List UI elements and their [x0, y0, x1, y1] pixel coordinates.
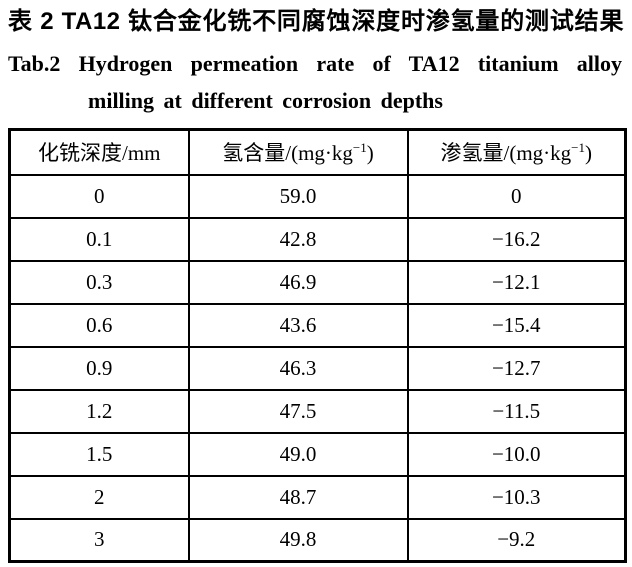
cell-hydrogen-content: 49.0 [187, 431, 409, 477]
table-row: 0.9 46.3 −12.7 [8, 345, 627, 391]
cell-depth: 1.5 [8, 431, 190, 477]
cell-hydrogen-content: 59.0 [187, 173, 409, 219]
table-row: 1.2 47.5 −11.5 [8, 388, 627, 434]
table-caption-english-line1: Tab.2 Hydrogen permeation rate of TA12 t… [8, 51, 622, 76]
header-superscript: −1 [352, 140, 367, 156]
cell-depth: 0.1 [8, 216, 190, 262]
cell-hydrogen-content: 47.5 [187, 388, 409, 434]
cell-hydrogen-content: 43.6 [187, 302, 409, 348]
column-header-milling-depth: 化铣深度/mm [8, 128, 190, 176]
header-row: 化铣深度/mm 氢含量/(mg·kg−1) 渗氢量/(mg·kg−1) [8, 128, 627, 176]
table-caption-chinese: 表 2 TA12 钛合金化铣不同腐蚀深度时渗氢量的测试结果 [8, 8, 624, 35]
column-header-hydrogen-content: 氢含量/(mg·kg−1) [187, 128, 409, 176]
cell-permeation: −15.4 [406, 302, 627, 348]
cell-permeation: −12.7 [406, 345, 627, 391]
table-caption-english-line2: milling at different corrosion depths [88, 88, 443, 113]
cell-depth: 3 [8, 517, 190, 563]
paper-page: 表 2 TA12 钛合金化铣不同腐蚀深度时渗氢量的测试结果 Tab.2 Hydr… [0, 5, 632, 567]
cell-permeation: −9.2 [406, 517, 627, 563]
hydrogen-permeation-table: 化铣深度/mm 氢含量/(mg·kg−1) 渗氢量/(mg·kg−1) 0 59… [8, 128, 627, 563]
cell-permeation: −10.0 [406, 431, 627, 477]
table-row: 0.3 46.9 −12.1 [8, 259, 627, 305]
header-text: 渗氢量/(mg·kg [440, 141, 572, 166]
cell-permeation: −11.5 [406, 388, 627, 434]
table-row: 0 59.0 0 [8, 173, 627, 219]
cell-hydrogen-content: 46.9 [187, 259, 409, 305]
cell-depth: 0.6 [8, 302, 190, 348]
header-superscript: −1 [571, 140, 585, 156]
cell-depth: 1.2 [8, 388, 190, 434]
column-header-permeation-amount: 渗氢量/(mg·kg−1) [406, 128, 627, 176]
cell-permeation: −16.2 [406, 216, 627, 262]
cell-hydrogen-content: 48.7 [187, 474, 409, 520]
cell-hydrogen-content: 46.3 [187, 345, 409, 391]
table-row: 2 48.7 −10.3 [8, 474, 627, 520]
table-row: 3 49.8 −9.2 [8, 517, 627, 563]
header-text: 氢含量/(mg·kg [222, 141, 353, 166]
header-text: ) [585, 141, 592, 166]
cell-permeation: −10.3 [406, 474, 627, 520]
table-row: 0.1 42.8 −16.2 [8, 216, 627, 262]
header-text: 化铣深度/mm [37, 141, 161, 166]
cell-permeation: 0 [406, 173, 627, 219]
cell-permeation: −12.1 [406, 259, 627, 305]
header-text: ) [366, 141, 374, 166]
cell-depth: 0 [8, 173, 190, 219]
table-row: 1.5 49.0 −10.0 [8, 431, 627, 477]
cell-hydrogen-content: 49.8 [187, 517, 409, 563]
cell-depth: 0.9 [8, 345, 190, 391]
cell-depth: 2 [8, 474, 190, 520]
table-row: 0.6 43.6 −15.4 [8, 302, 627, 348]
cell-hydrogen-content: 42.8 [187, 216, 409, 262]
cell-depth: 0.3 [8, 259, 190, 305]
